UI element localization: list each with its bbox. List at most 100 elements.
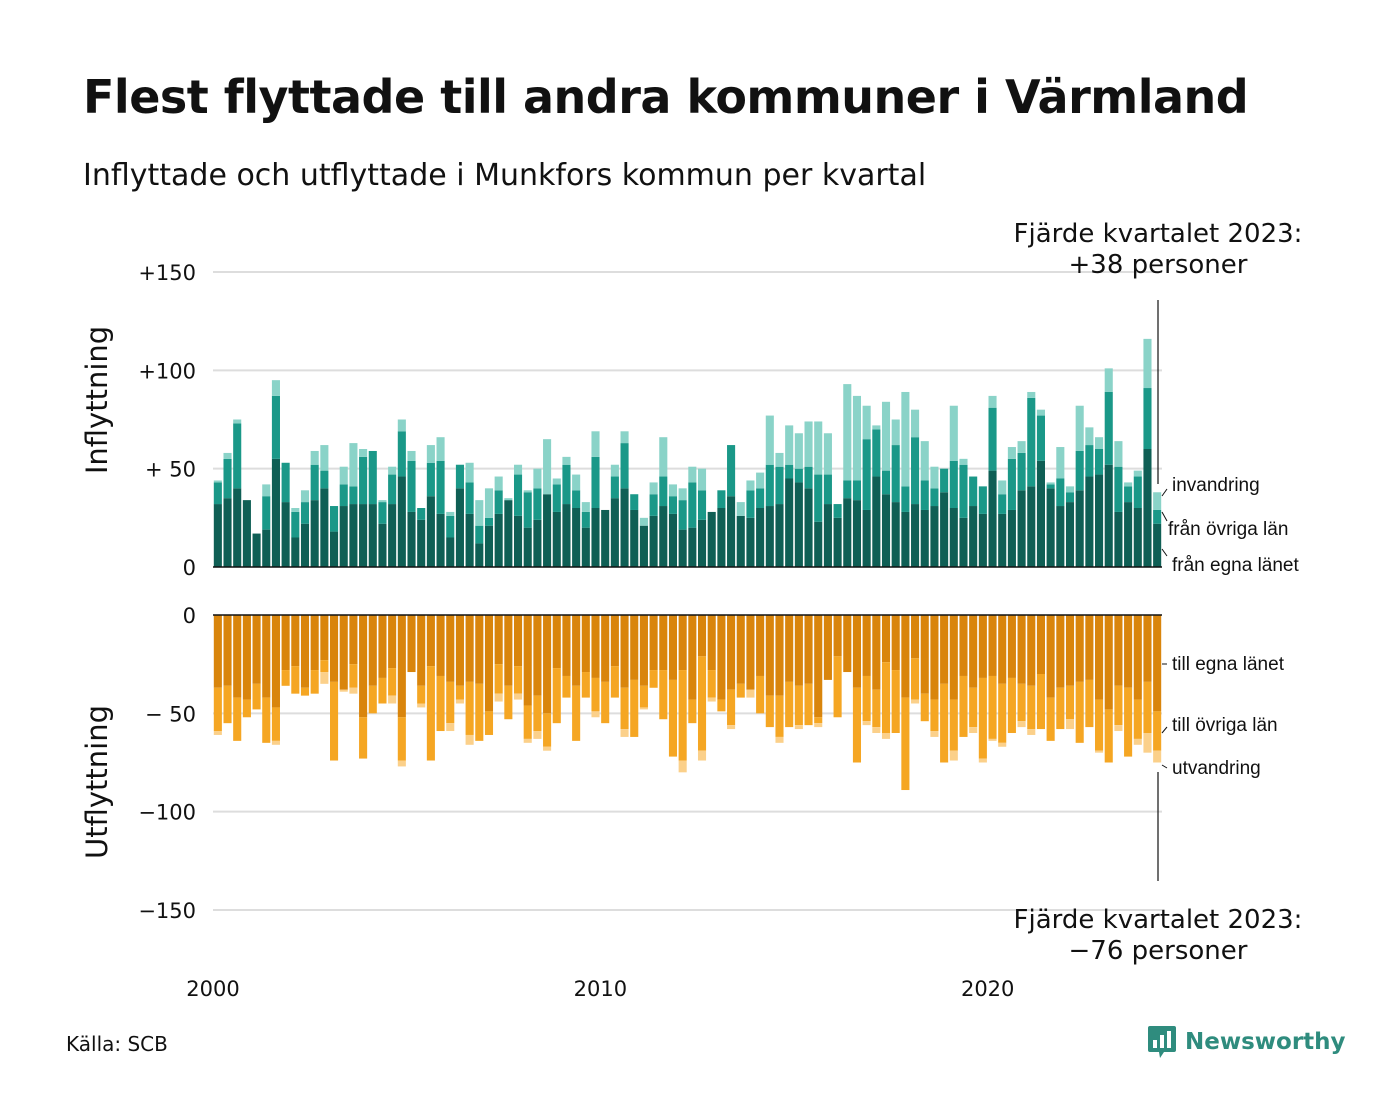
bar-in-segment xyxy=(920,480,929,510)
bar-out-segment xyxy=(252,683,261,710)
bar-out-segment xyxy=(988,675,997,739)
bar-out-segment xyxy=(978,677,987,759)
bar-in-segment xyxy=(591,508,600,567)
bar-in-segment xyxy=(1036,415,1045,461)
bars-layer xyxy=(213,338,1162,791)
bar-in-segment xyxy=(378,500,387,503)
series-label-till-egna-lanet: till egna länet xyxy=(1162,654,1285,675)
bar-in-segment xyxy=(707,511,716,567)
bar-out-segment xyxy=(533,695,542,732)
bar-in-segment xyxy=(697,490,707,520)
bar-out-segment xyxy=(417,685,426,704)
bar-in-segment xyxy=(1153,509,1162,524)
bar-in-segment xyxy=(794,482,803,567)
bar-out-segment xyxy=(504,685,513,720)
bar-in-segment xyxy=(349,443,358,487)
bar-out-segment xyxy=(630,615,639,680)
bar-out-segment xyxy=(552,615,561,669)
bar-in-segment xyxy=(455,464,464,489)
bar-out-segment xyxy=(988,615,997,676)
bar-out-segment xyxy=(513,666,523,694)
bar-out-segment xyxy=(1007,677,1016,733)
grid-layer xyxy=(213,271,1162,911)
bar-out-segment xyxy=(523,705,532,739)
bar-out-segment xyxy=(397,717,406,761)
bar-in-segment xyxy=(320,470,329,489)
bar-in-segment xyxy=(678,529,687,567)
bar-in-segment xyxy=(969,476,978,507)
bar-out-segment xyxy=(881,615,891,663)
bar-in-segment xyxy=(988,470,997,567)
y-tick-label-out: −100 xyxy=(138,801,196,825)
bar-in-segment xyxy=(765,506,774,567)
bar-out-segment xyxy=(727,689,736,726)
bar-out-segment xyxy=(1095,615,1104,700)
bar-in-segment xyxy=(697,519,707,567)
bar-in-segment xyxy=(475,500,484,526)
bar-in-segment xyxy=(426,445,435,463)
bar-out-segment xyxy=(484,615,494,712)
bar-in-segment xyxy=(1017,490,1026,567)
bar-out-segment xyxy=(891,670,900,733)
bar-in-segment xyxy=(1095,437,1104,449)
bar-out-segment xyxy=(436,675,445,732)
bar-in-segment xyxy=(291,537,300,567)
bar-out-segment xyxy=(426,666,435,761)
bar-in-segment xyxy=(271,380,280,396)
bar-out-segment xyxy=(339,615,348,690)
bar-in-segment xyxy=(581,511,590,528)
bar-in-segment xyxy=(213,480,222,483)
bar-out-segment xyxy=(446,723,455,732)
bar-out-segment xyxy=(746,615,755,690)
bar-out-segment xyxy=(814,717,823,724)
bar-in-segment xyxy=(262,484,271,497)
bar-out-segment xyxy=(242,615,251,700)
bar-in-segment xyxy=(620,431,629,444)
bar-in-segment xyxy=(649,482,658,495)
bar-in-segment xyxy=(814,521,823,567)
bar-out-segment xyxy=(388,695,397,704)
bar-out-segment xyxy=(310,670,319,694)
bar-out-segment xyxy=(1124,687,1133,757)
bar-in-segment xyxy=(339,466,348,485)
bar-in-segment xyxy=(1095,474,1104,567)
bar-in-segment xyxy=(814,474,823,522)
bar-out-segment xyxy=(1085,679,1094,728)
axis-layer: 0 + 50 +100 +150 0 − 50 −100 −150 2000 2010 2020 xyxy=(138,261,1162,1001)
bar-out-segment xyxy=(998,683,1007,743)
bar-out-segment xyxy=(513,615,523,667)
bar-in-segment xyxy=(940,468,949,493)
bar-out-segment xyxy=(930,615,939,700)
bar-in-segment xyxy=(881,470,891,495)
bar-in-segment xyxy=(862,439,871,510)
bar-out-segment xyxy=(804,615,813,684)
bar-in-segment xyxy=(1153,492,1162,510)
bar-in-segment xyxy=(581,527,590,567)
bar-in-segment xyxy=(533,468,542,489)
bar-in-segment xyxy=(1046,484,1055,489)
bar-in-segment xyxy=(756,488,765,508)
bar-in-segment xyxy=(1133,470,1142,477)
bar-in-segment xyxy=(872,429,881,477)
bar-out-segment xyxy=(668,615,678,680)
bar-in-segment xyxy=(639,525,648,567)
bar-out-segment xyxy=(475,683,484,741)
bar-out-segment xyxy=(678,615,687,671)
bar-in-segment xyxy=(543,439,552,495)
bar-in-segment xyxy=(697,468,707,491)
bar-in-segment xyxy=(881,401,891,471)
annotation-out-line2: −76 personer xyxy=(1069,936,1248,966)
bar-in-segment xyxy=(1065,502,1075,567)
bar-in-segment xyxy=(881,494,891,567)
bar-in-segment xyxy=(1133,476,1142,508)
annotation-in-line1: Fjärde kvartalet 2023: xyxy=(1014,219,1303,249)
series-label-fran-ovriga-lan: från övriga län xyxy=(1161,511,1288,540)
bar-out-segment xyxy=(339,689,348,692)
bar-in-segment xyxy=(1027,486,1036,567)
bar-in-segment xyxy=(359,449,368,457)
bar-in-segment xyxy=(320,445,329,471)
bar-in-segment xyxy=(242,500,251,567)
bar-out-segment xyxy=(872,615,881,690)
bar-in-segment xyxy=(572,474,581,491)
bar-out-segment xyxy=(1133,738,1142,745)
